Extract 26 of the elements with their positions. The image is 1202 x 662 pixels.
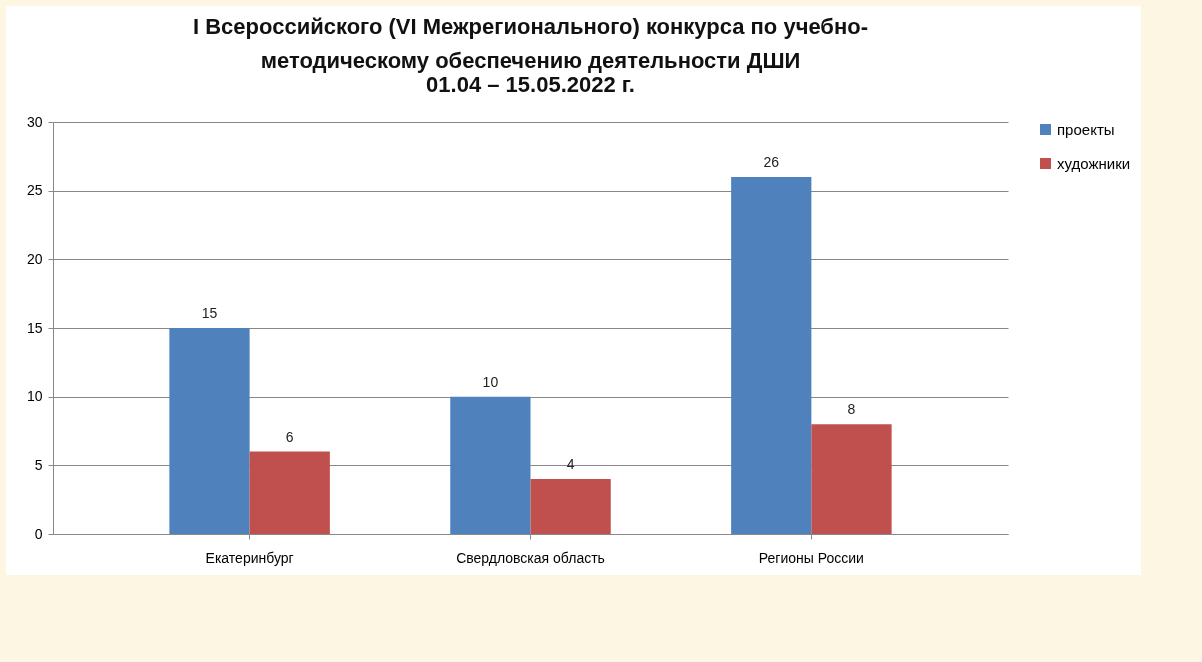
bar	[450, 396, 531, 534]
data-label: 26	[763, 153, 780, 170]
x-tick-label: Регионы России	[758, 549, 864, 566]
bar	[249, 451, 330, 534]
y-tick-label: 0	[34, 525, 43, 542]
data-label: 8	[847, 401, 856, 418]
x-tick-label: Свердловская область	[456, 549, 605, 566]
y-tick-label: 30	[26, 113, 43, 130]
bar	[731, 176, 812, 534]
y-tick-label: 25	[26, 182, 43, 199]
y-tick-label: 10	[26, 388, 43, 405]
data-label: 10	[482, 373, 499, 390]
legend-label: художники	[1057, 154, 1131, 172]
data-label: 4	[566, 456, 575, 473]
bar	[169, 328, 250, 534]
bar	[530, 479, 611, 534]
x-tick-label: Екатеринбург	[205, 549, 294, 566]
chart-subtitle: 01.04 – 15.05.2022 г.	[426, 72, 635, 97]
y-tick-label: 20	[26, 250, 43, 267]
legend-label: проекты	[1057, 120, 1115, 138]
y-tick-label: 15	[26, 319, 43, 336]
data-label: 6	[285, 428, 294, 445]
data-label: 15	[201, 305, 218, 321]
bar	[811, 424, 892, 534]
y-tick-label: 5	[34, 456, 43, 473]
chart-title: I Всероссийского (VI Межрегионального) конкурса по учебно-методическому обеспечению деятельности ДШИ	[192, 14, 869, 73]
